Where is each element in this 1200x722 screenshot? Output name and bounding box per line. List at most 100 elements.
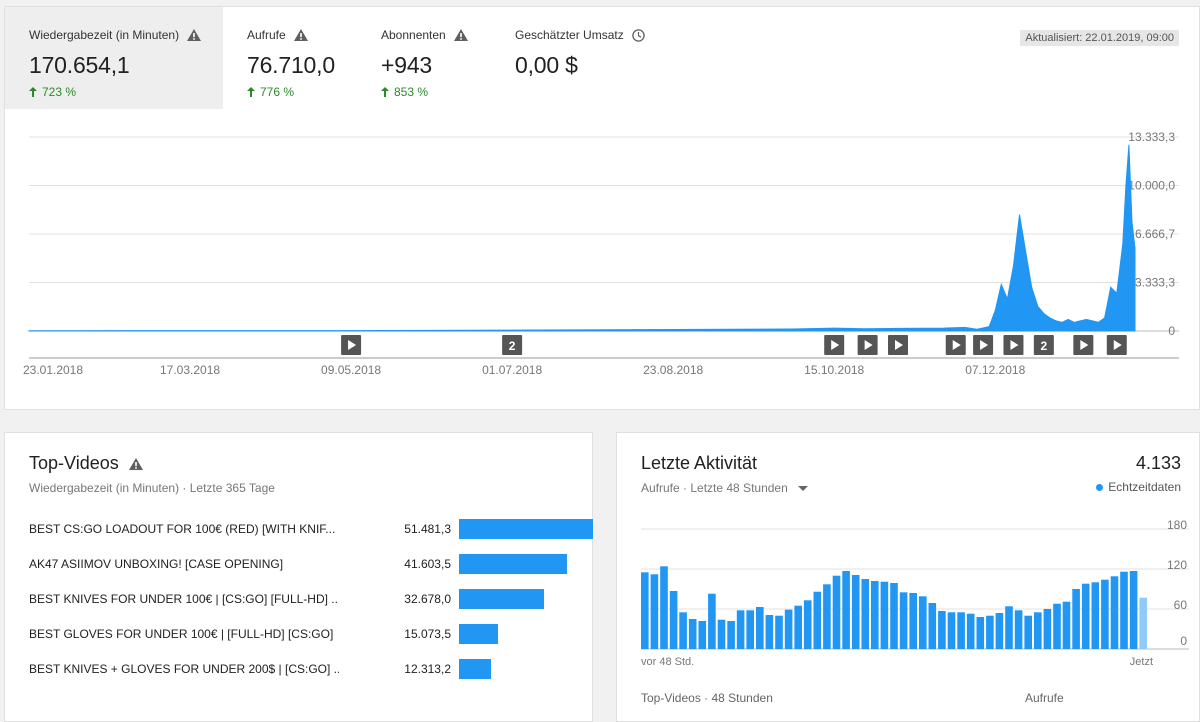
metric-tab-watch-time[interactable]: Wiedergabezeit (in Minuten) 170.654,1 72… (5, 7, 223, 109)
video-play-marker (824, 335, 845, 355)
activity-bar (976, 617, 985, 649)
video-value: 41.603,5 (404, 557, 451, 571)
warning-icon (187, 29, 202, 41)
y-tick-label: 60 (1174, 598, 1188, 612)
play-icon (1113, 340, 1122, 350)
video-row[interactable]: BEST CS:GO LOADOUT FOR 100€ (RED) [WITH … (29, 519, 593, 541)
card-subtitle: Wiedergabezeit (in Minuten) · Letzte 365… (29, 481, 275, 495)
activity-bar (909, 593, 917, 649)
play-icon (952, 340, 961, 350)
y-tick-label: 13.333,3 (1128, 130, 1175, 144)
video-bar (459, 554, 568, 574)
arrow-up-icon (247, 87, 255, 97)
activity-bar (717, 619, 726, 649)
footer-right-label: Aufrufe (1025, 691, 1064, 705)
activity-bar (919, 596, 927, 649)
activity-bar (765, 615, 774, 649)
play-icon (980, 340, 989, 350)
metric-value: 170.654,1 (29, 52, 130, 78)
activity-bar (957, 612, 965, 649)
x-tick-label: 17.03.2018 (160, 363, 220, 377)
video-play-marker (1003, 335, 1024, 355)
metric-dropdown[interactable]: Aufrufe · Letzte 48 Stunden (641, 481, 808, 495)
play-icon (1010, 340, 1019, 350)
metric-tab-views[interactable]: Aufrufe 76.710,0 776 % (223, 7, 357, 109)
activity-bar (660, 566, 668, 649)
metric-value: +943 (381, 52, 433, 78)
metric-delta: 853 % (394, 85, 429, 99)
metric-label: Geschätzter Umsatz (515, 28, 624, 42)
activity-bar (1005, 606, 1013, 649)
video-play-marker (973, 335, 994, 355)
video-play-marker (1073, 335, 1094, 355)
metric-label: Aufrufe (247, 28, 286, 42)
play-icon (1080, 340, 1089, 350)
x-end-label: Jetzt (1130, 656, 1153, 668)
activity-bar (832, 575, 841, 649)
video-count-marker: 2 (1033, 335, 1054, 355)
arrow-up-icon (381, 87, 389, 97)
watch-time-area-chart: 13.333,3 10.000,0 6.666,7 3.333,3 0 2 2 23.01.2… (23, 130, 1179, 377)
activity-bar (1101, 579, 1109, 649)
video-row[interactable]: AK47 ASIIMOV UNBOXING! [CASE OPENING] 41… (29, 554, 589, 576)
activity-bar (1129, 571, 1138, 649)
x-tick-label: 01.07.2018 (482, 363, 542, 377)
video-row[interactable]: BEST KNIVES FOR UNDER 100€ | [CS:GO] [FU… (29, 589, 589, 611)
activity-bar (775, 615, 783, 649)
activity-bar (708, 593, 716, 649)
metric-label: Abonnenten (381, 28, 446, 42)
last-updated-badge: Aktualisiert: 22.01.2019, 09:00 (1020, 30, 1179, 46)
activity-bar (746, 610, 754, 649)
play-icon (864, 340, 873, 350)
activity-bar (1081, 583, 1090, 649)
warning-icon (453, 29, 468, 41)
activity-bar (842, 571, 850, 649)
activity-bar (641, 572, 649, 649)
area-series (28, 144, 1136, 332)
activity-bar (736, 610, 745, 649)
marker-count: 2 (1041, 339, 1048, 353)
metric-tab-subscribers[interactable]: Abonnenten +943 853 % (357, 7, 491, 109)
warning-icon (128, 457, 143, 470)
video-row[interactable]: BEST GLOVES FOR UNDER 100€ | [FULL-HD] [… (29, 624, 589, 646)
activity-bar (1062, 601, 1071, 649)
activity-bar (871, 581, 879, 649)
activity-bar (679, 612, 687, 649)
overview-card: Wiedergabezeit (in Minuten) 170.654,1 72… (4, 6, 1200, 410)
activity-bar (938, 611, 946, 649)
video-bar (459, 519, 593, 539)
activity-bar (1091, 582, 1100, 649)
dropdown-label: Aufrufe · Letzte 48 Stunden (641, 481, 788, 495)
activity-bar (756, 607, 764, 649)
x-tick-label: 07.12.2018 (965, 363, 1025, 377)
activity-bar (880, 581, 889, 649)
video-title: AK47 ASIIMOV UNBOXING! [CASE OPENING] (29, 557, 284, 571)
x-tick-label: 23.08.2018 (643, 363, 703, 377)
video-bar (459, 624, 499, 644)
activity-bar (947, 612, 956, 649)
metric-label: Wiedergabezeit (in Minuten) (29, 28, 180, 42)
recent-activity-card: Letzte Aktivität 4.133 Aufrufe · Letzte … (616, 432, 1200, 722)
activity-bar (928, 603, 937, 649)
play-icon (895, 340, 903, 350)
metric-value: 76.710,0 (247, 52, 335, 78)
y-tick-label: 0 (1168, 324, 1175, 338)
activity-bar (688, 619, 697, 649)
card-title: Top-Videos (29, 453, 119, 473)
y-tick-label: 10.000,0 (1128, 179, 1175, 193)
activity-bar (1034, 612, 1042, 649)
activity-bar (803, 600, 812, 649)
realtime-dot-icon (1096, 483, 1104, 491)
x-tick-label: 09.05.2018 (321, 363, 381, 377)
activity-bar (784, 609, 793, 649)
activity-bar-chart: 180 120 60 0 vor 48 Std. Jetzt (641, 518, 1189, 668)
arrow-up-icon (29, 87, 37, 97)
metric-tab-revenue[interactable]: Geschätzter Umsatz 0,00 $ (491, 7, 661, 109)
y-tick-label: 3.333,3 (1135, 276, 1175, 290)
activity-bar (1139, 597, 1147, 649)
activity-bar (1053, 603, 1061, 649)
x-tick-label: 15.10.2018 (804, 363, 864, 377)
y-tick-label: 0 (1180, 634, 1187, 648)
marker-box (1033, 335, 1054, 355)
video-row[interactable]: BEST KNIVES + GLOVES FOR UNDER 200$ | [C… (29, 659, 589, 681)
